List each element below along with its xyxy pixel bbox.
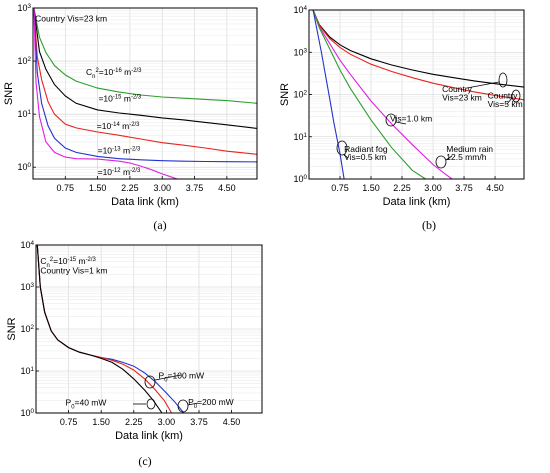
callout-ellipse (336, 140, 348, 156)
x-axis-label: Data link (km) (115, 430, 183, 442)
x-axis-label: Data link (km) (383, 196, 451, 208)
panel-caption: (a) (153, 218, 166, 232)
callout-ellipse (146, 398, 156, 410)
callout-pointer (187, 402, 199, 406)
x-tick-label: 4.50 (223, 417, 241, 427)
panel-caption: (c) (138, 454, 151, 468)
panel-caption: (b) (422, 218, 436, 232)
y-axis-label: SNR (6, 317, 18, 340)
chart-note: Country Vis=23 km (35, 13, 107, 23)
y-tick-label: 102 (20, 324, 34, 335)
x-tick-label: 3.00 (424, 183, 442, 193)
x-tick-label: 3.75 (190, 417, 208, 427)
x-tick-label: 4.50 (486, 183, 504, 193)
x-tick-label: 1.50 (89, 183, 107, 193)
plot-frame (32, 7, 258, 180)
series-line-3 (36, 245, 163, 413)
series-group-c (36, 245, 185, 413)
series-group-a (33, 8, 257, 179)
grid-b (309, 10, 524, 180)
series-line-3 (33, 8, 257, 155)
y-tick-label: 100 (17, 162, 31, 173)
y-axis-label: SNR (279, 83, 291, 106)
series-label: Country (442, 84, 473, 94)
callout-ellipse (385, 113, 397, 127)
y-tick-label: 104 (293, 5, 307, 16)
x-tick-label: 1.50 (92, 417, 110, 427)
y-tick-label: 100 (293, 174, 307, 185)
series-line-3 (312, 10, 453, 179)
callout-ellipse (435, 155, 447, 169)
series-label: =10-14 m-2/3 (97, 121, 140, 131)
x-tick-label: 3.00 (158, 417, 176, 427)
x-axis-label: Data link (km) (111, 196, 179, 208)
callout-ellipse (498, 72, 508, 88)
chart-b: 0.75 1.50 2.25 3.00 3.75 4.50 100 101 102 103 104 D… (279, 5, 525, 232)
series-label: Vis=0.5 km (344, 152, 386, 162)
series-line-1 (312, 10, 524, 88)
series-label: Vis=5 km (488, 99, 523, 109)
series-line-5 (312, 10, 345, 179)
y-tick-label: 101 (17, 109, 31, 120)
callout-pointer (154, 374, 182, 381)
series-label: Cn2=10-16 m-2/3 (86, 67, 142, 80)
x-tick-label: 2.25 (393, 183, 411, 193)
x-tick-label: 2.25 (125, 417, 143, 427)
x-tick-label: 2.25 (121, 183, 139, 193)
series-label: Vis=1.0 km (390, 113, 432, 123)
y-tick-label: 103 (293, 47, 307, 58)
series-label: P0=200 mW (188, 397, 234, 410)
series-label: =10-12 m-2/3 (98, 167, 141, 177)
series-label: =10-13 m-2/3 (98, 146, 141, 156)
callout-pointer (343, 154, 349, 159)
callout-ellipse (511, 89, 521, 103)
chart-note: Country Vis=1 km (40, 265, 107, 275)
callout-pointer (466, 81, 500, 89)
series-label: Country (488, 91, 519, 101)
y-tick-label: 101 (293, 131, 307, 142)
callout-ellipse (177, 399, 189, 413)
y-tick-label: 102 (17, 56, 31, 67)
callout-pointer (445, 155, 453, 161)
x-tick-label: 0.75 (57, 183, 75, 193)
x-tick-label: 4.50 (218, 183, 236, 193)
series-label: Radiant fog (344, 144, 388, 154)
x-tick-label: 3.00 (153, 183, 171, 193)
chart-a: 0.75 1.50 2.25 3.00 3.75 4.50 100 101 102 103 Data… (3, 3, 258, 232)
y-tick-label: 102 (293, 89, 307, 100)
series-label: 12.5 mm/h (446, 152, 486, 162)
x-tick-label: 3.75 (186, 183, 204, 193)
y-tick-label: 103 (17, 3, 31, 14)
series-line-1 (33, 8, 257, 104)
callout-pointer (395, 121, 407, 125)
y-tick-label: 103 (20, 282, 34, 293)
chart-note: Cn2=10-15 m-2/3 (40, 256, 96, 269)
series-group-b (312, 10, 524, 179)
y-axis-label: SNR (3, 82, 15, 105)
series-line-4 (312, 10, 426, 179)
x-tick-label: 1.50 (362, 183, 380, 193)
series-line-5 (33, 8, 178, 179)
series-label: P0=40 mW (66, 398, 107, 411)
y-tick-label: 104 (20, 240, 34, 251)
y-tick-label: 100 (20, 408, 34, 419)
series-line-2 (33, 8, 257, 129)
y-tick-label: 101 (20, 366, 34, 377)
chart-c: 0.75 1.50 2.25 3.00 3.75 4.50 100 101 102 103 104 D… (6, 240, 263, 468)
series-label: P0=100 mW (159, 371, 205, 384)
callout-pointer (506, 97, 513, 105)
x-tick-label: 3.75 (455, 183, 473, 193)
x-tick-label: 0.75 (60, 417, 78, 427)
grid-a (33, 8, 257, 180)
series-line-2 (312, 10, 524, 101)
series-label: =10-15 m-2/3 (98, 93, 141, 103)
callout-ellipse (144, 375, 156, 389)
series-line-4 (33, 8, 257, 163)
series-label: Vis=23 km (442, 93, 482, 103)
x-tick-label: 0.75 (331, 183, 349, 193)
series-label: Medium rain (446, 144, 493, 154)
